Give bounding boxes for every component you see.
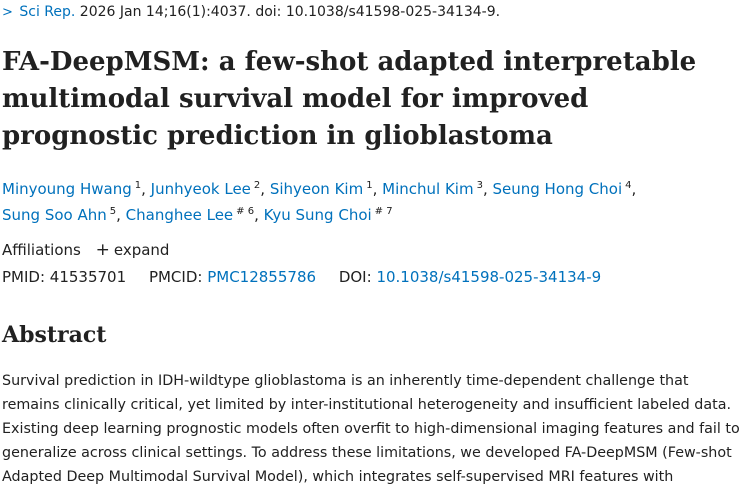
author-affiliation-number[interactable]: # 7 (374, 206, 393, 217)
affiliations-row: Affiliations + expand (2, 240, 169, 260)
author-item: Sihyeon Kim 1, (269, 180, 383, 198)
author-item: Minchul Kim 3, (382, 180, 493, 198)
author-affiliation-number[interactable]: 1 (134, 180, 142, 191)
article-title: FA-DeepMSM: a few-shot adapted interpret… (2, 47, 697, 151)
citation-line: > Sci Rep. 2026 Jan 14;16(1):4037. doi: … (2, 4, 500, 20)
author-link[interactable]: Seung Hong Choi (492, 180, 623, 198)
author-affiliation-number[interactable]: # 6 (236, 206, 255, 217)
author-item: Sung Soo Ahn 5, (2, 206, 126, 224)
author-affiliation-number[interactable]: 4 (625, 180, 632, 191)
author-affiliation-number[interactable]: 5 (109, 206, 117, 217)
author-item: Kyu Sung Choi # 7 (264, 206, 393, 224)
author-affiliation-number[interactable]: 2 (253, 180, 261, 191)
pmcid-link[interactable]: PMC12855786 (207, 268, 317, 286)
author-link[interactable]: Sihyeon Kim (269, 180, 364, 198)
author-item: Minyoung Hwang 1, (2, 180, 151, 198)
citation-details: 2026 Jan 14;16(1):4037. doi: 10.1038/s41… (79, 4, 501, 20)
affiliations-expand-button[interactable]: + expand (95, 240, 170, 260)
doi-label: DOI: (338, 268, 372, 286)
pmcid-label: PMCID: (148, 268, 203, 286)
author-item: Seung Hong Choi 4, (492, 180, 637, 198)
author-link[interactable]: Minchul Kim (382, 180, 474, 198)
author-item: Junhyeok Lee 2, (150, 180, 270, 198)
pmid-value: 41535701 (49, 268, 127, 286)
affiliations-label: Affiliations (2, 241, 81, 259)
abstract-text: Survival prediction in IDH-wildtype glio… (2, 373, 740, 485)
author-link[interactable]: Junhyeok Lee (150, 180, 251, 198)
author-affiliation-number[interactable]: 1 (366, 180, 373, 191)
expand-label: expand (113, 241, 170, 259)
abstract-heading: Abstract (2, 322, 107, 348)
doi-link[interactable]: 10.1038/s41598-025-34134-9 (376, 268, 602, 286)
author-link[interactable]: Minyoung Hwang (2, 180, 132, 198)
author-affiliation-number[interactable]: 3 (476, 180, 483, 191)
author-list: Minyoung Hwang 1, Junhyeok Lee 2, Sihyeon … (2, 176, 748, 228)
author-link[interactable]: Changhee Lee (125, 206, 234, 224)
author-link[interactable]: Sung Soo Ahn (2, 206, 107, 224)
journal-link[interactable]: Sci Rep. (19, 4, 76, 20)
pmid-label: PMID: (2, 268, 46, 286)
plus-icon: + (95, 240, 110, 260)
author-item: Changhee Lee # 6, (125, 206, 264, 224)
identifiers-row: PMID: 41535701 PMCID: PMC12855786 DOI: 1… (2, 268, 601, 286)
chevron-right-icon: > (2, 5, 13, 20)
author-link[interactable]: Kyu Sung Choi (263, 206, 372, 224)
